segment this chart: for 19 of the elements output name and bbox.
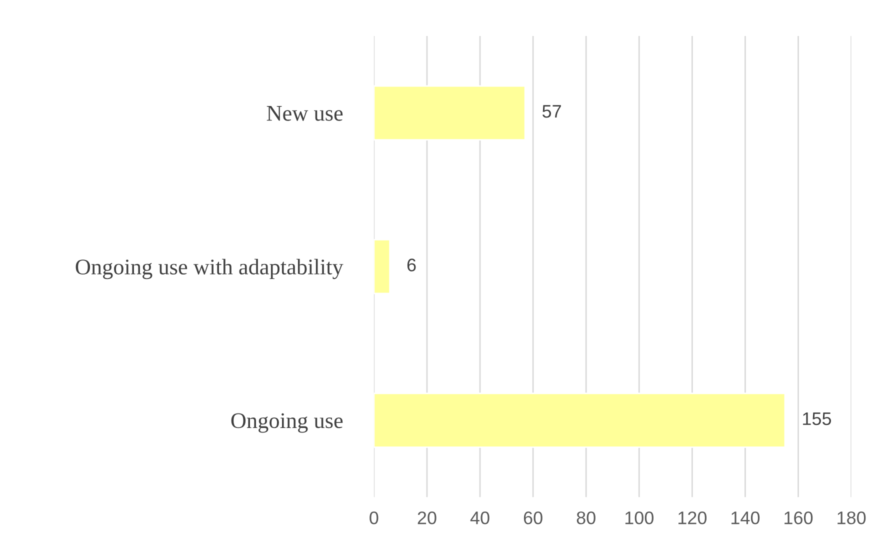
x-tick-label: 40 xyxy=(470,511,490,524)
y-tick-label: Ongoing use with adaptability xyxy=(76,258,344,280)
x-tick-label: 0 xyxy=(370,511,378,524)
x-tick-label: 120 xyxy=(678,511,707,524)
x-tick-label: 20 xyxy=(418,511,436,524)
bar xyxy=(374,392,786,448)
y-tick-label: Ongoing use xyxy=(231,413,343,433)
x-tick-label: 80 xyxy=(576,511,596,524)
x-tick-label: 100 xyxy=(625,511,654,524)
x-tick-label: 60 xyxy=(524,511,542,524)
data-label: 155 xyxy=(803,412,832,426)
bar xyxy=(374,85,526,140)
data-label: 57 xyxy=(542,105,561,118)
x-tick-label: 140 xyxy=(732,511,760,524)
bar xyxy=(374,238,391,294)
x-tick-label: 180 xyxy=(838,511,866,524)
y-tick-label: New use xyxy=(266,106,343,121)
data-label: 6 xyxy=(407,258,416,272)
x-tick-label: 160 xyxy=(784,511,813,524)
